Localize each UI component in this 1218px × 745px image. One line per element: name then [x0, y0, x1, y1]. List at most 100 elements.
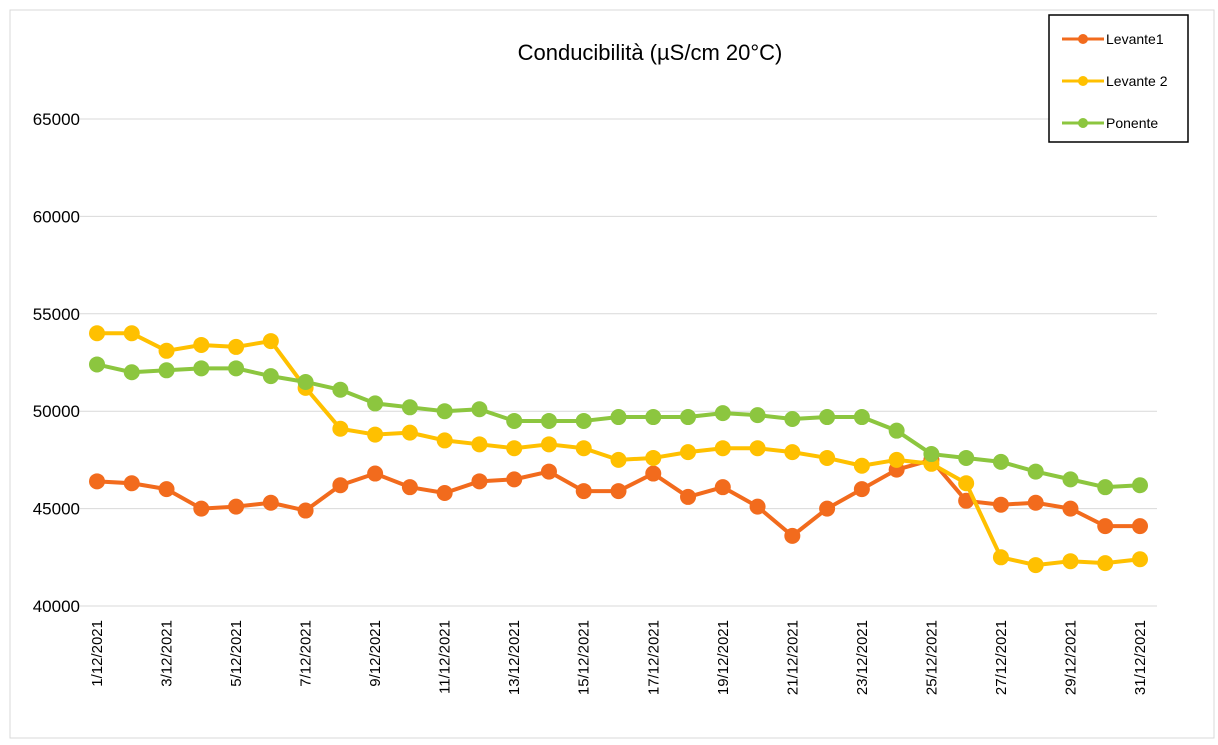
legend-marker — [1078, 34, 1088, 44]
data-point — [506, 471, 523, 488]
data-point — [749, 440, 766, 457]
data-point — [610, 409, 627, 426]
data-point — [436, 403, 453, 420]
data-point — [436, 432, 453, 449]
data-point — [1027, 463, 1044, 480]
data-point — [89, 356, 105, 373]
x-tick-label: 3/12/2021 — [159, 620, 176, 687]
data-point — [923, 446, 940, 463]
data-point — [123, 475, 140, 492]
data-point — [853, 457, 870, 474]
data-point — [297, 373, 314, 390]
data-point — [89, 325, 105, 342]
data-point — [367, 426, 384, 443]
x-tick-label: 17/12/2021 — [645, 620, 662, 695]
x-tick-label: 15/12/2021 — [576, 620, 593, 695]
data-point — [680, 444, 697, 461]
data-point — [714, 440, 731, 457]
y-tick-label: 40000 — [33, 597, 80, 616]
data-point — [958, 492, 975, 509]
data-point — [819, 449, 836, 466]
data-point — [123, 325, 140, 342]
y-tick-label: 65000 — [33, 110, 80, 129]
data-point — [262, 368, 279, 385]
x-tick-label: 19/12/2021 — [715, 620, 732, 695]
x-tick-label: 13/12/2021 — [506, 620, 523, 695]
data-point — [645, 465, 662, 482]
data-point — [958, 475, 975, 492]
data-point — [958, 449, 975, 466]
data-point — [853, 409, 870, 426]
data-point — [193, 500, 210, 517]
data-point — [575, 483, 592, 500]
data-point — [784, 444, 801, 461]
data-point — [819, 409, 836, 426]
data-point — [471, 473, 488, 490]
data-point — [540, 412, 557, 429]
data-point — [575, 440, 592, 457]
x-tick-label: 27/12/2021 — [993, 620, 1010, 695]
data-point — [1062, 553, 1079, 570]
legend-box — [1048, 14, 1189, 143]
data-point — [784, 527, 801, 544]
data-point — [401, 479, 418, 496]
data-point — [784, 410, 801, 427]
data-point — [680, 488, 697, 505]
data-point — [992, 453, 1009, 470]
data-point — [1097, 555, 1114, 572]
data-point — [714, 405, 731, 422]
data-point — [1097, 518, 1114, 535]
legend-label: Levante1 — [1106, 31, 1164, 47]
legend-marker — [1078, 76, 1088, 86]
data-point — [506, 440, 523, 457]
legend-label: Ponente — [1106, 115, 1158, 131]
data-point — [367, 395, 384, 412]
data-point — [680, 409, 697, 426]
data-point — [401, 399, 418, 416]
data-point — [436, 485, 453, 502]
data-point — [471, 401, 488, 418]
y-tick-label: 50000 — [33, 402, 80, 421]
data-point — [193, 360, 210, 377]
y-tick-label: 55000 — [33, 305, 80, 324]
x-tick-label: 11/12/2021 — [437, 620, 454, 694]
data-point — [332, 477, 349, 494]
data-point — [367, 465, 384, 482]
data-point — [158, 481, 175, 498]
x-tick-label: 1/12/2021 — [89, 620, 106, 687]
data-point — [1132, 518, 1148, 535]
data-point — [297, 502, 314, 519]
data-point — [1132, 477, 1148, 494]
legend-label: Levante 2 — [1106, 73, 1168, 89]
data-point — [1097, 479, 1114, 496]
data-point — [332, 381, 349, 398]
data-point — [992, 496, 1009, 513]
x-tick-label: 31/12/2021 — [1132, 620, 1149, 695]
data-point — [332, 420, 349, 437]
data-point — [262, 333, 279, 350]
data-point — [888, 451, 905, 468]
data-point — [714, 479, 731, 496]
data-point — [610, 451, 627, 468]
data-point — [123, 364, 140, 381]
data-point — [1027, 557, 1044, 574]
data-point — [575, 412, 592, 429]
data-point — [158, 342, 175, 359]
x-tick-label: 5/12/2021 — [228, 620, 245, 687]
data-point — [401, 424, 418, 441]
x-tick-label: 7/12/2021 — [298, 620, 315, 687]
data-point — [819, 500, 836, 517]
data-point — [158, 362, 175, 379]
x-tick-label: 25/12/2021 — [923, 620, 940, 695]
data-point — [89, 473, 105, 490]
x-tick-label: 21/12/2021 — [784, 620, 801, 695]
data-point — [1062, 500, 1079, 517]
data-point — [228, 360, 245, 377]
data-point — [471, 436, 488, 453]
legend-marker — [1078, 118, 1088, 128]
x-tick-label: 9/12/2021 — [367, 620, 384, 687]
data-point — [1062, 471, 1079, 488]
data-point — [992, 549, 1009, 566]
